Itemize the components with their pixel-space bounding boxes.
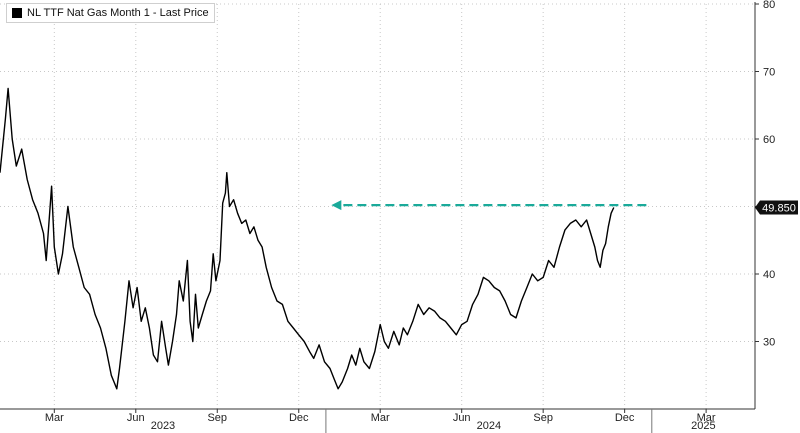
x-tick-label: Jun (127, 412, 145, 424)
x-year-label: 2023 (151, 420, 175, 432)
x-tick-label: Jun (453, 412, 471, 424)
y-axis: 304050607080 (754, 0, 775, 409)
x-year-label: 2024 (477, 420, 501, 432)
x-tick-label: Dec (289, 412, 309, 424)
x-tick-label: Mar (371, 412, 390, 424)
legend: NL TTF Nat Gas Month 1 - Last Price (6, 3, 215, 23)
y-tick-label: 70 (763, 67, 775, 79)
gridlines (0, 3, 755, 409)
x-tick-label: Mar (45, 412, 64, 424)
last-price-tag (755, 200, 798, 215)
x-tick-label: Sep (207, 412, 227, 424)
legend-label: NL TTF Nat Gas Month 1 - Last Price (27, 7, 209, 19)
y-tick-label: 30 (763, 337, 775, 349)
legend-swatch (12, 8, 22, 18)
last-price-label: 49.850 (762, 203, 796, 215)
x-axis: Mar Jun Sep Dec Mar Jun Sep Dec Mar 2023 2024 2025 (0, 408, 755, 433)
x-tick-label: Dec (615, 412, 635, 424)
y-tick-label: 40 (763, 269, 775, 281)
arrow-head (331, 200, 342, 211)
annotations: 49.850 (331, 200, 798, 215)
x-tick-label: Mar (697, 412, 716, 424)
y-tick-label: 80 (763, 0, 775, 11)
x-tick-label: Sep (533, 412, 553, 424)
y-tick-label: 60 (763, 134, 775, 146)
series-line (0, 87, 615, 390)
plot-area (0, 87, 615, 390)
x-year-label: 2025 (691, 420, 715, 432)
